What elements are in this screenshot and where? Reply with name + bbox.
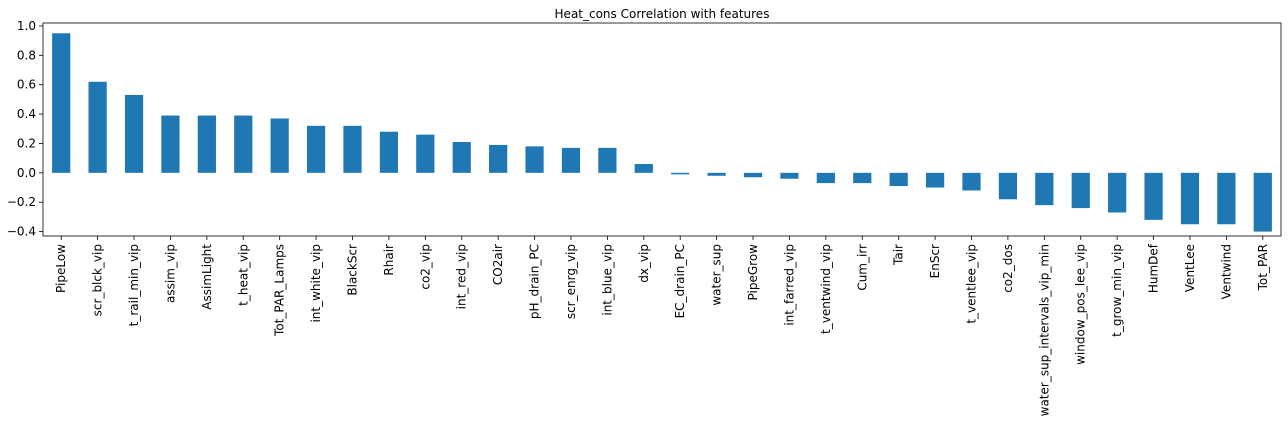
x-tick-label: assim_vip — [163, 244, 177, 303]
bar-PipeGrow — [743, 172, 763, 178]
x-tick-label: Tot_PAR_Lamps — [273, 244, 287, 337]
x-tick-label: BlackScr — [346, 244, 360, 296]
bar-Tot_PAR — [1253, 172, 1272, 232]
y-tick-label: −0.4 — [7, 225, 36, 239]
bar-EC_drain_PC — [671, 172, 690, 175]
bar-Tair — [889, 172, 908, 187]
x-tick-label: int_red_vip — [455, 244, 469, 309]
bar-VentLee — [1180, 172, 1200, 225]
bar-CO2air — [489, 144, 508, 173]
bar-BlackScr — [343, 125, 362, 173]
x-tick-label: Rhair — [382, 244, 396, 276]
bar-scr_enrg_vip — [561, 147, 581, 173]
x-tick-label: HumDef — [1147, 243, 1161, 293]
bars-group — [52, 33, 1272, 232]
x-tick-label: Tot_PAR — [1256, 244, 1270, 291]
x-tick-label: PipeGrow — [746, 244, 760, 301]
x-tick-label: t_ventwind_vip — [819, 244, 833, 334]
x-tick-label: VentLee — [1183, 244, 1197, 292]
bar-HumDef — [1144, 172, 1163, 220]
x-tick-label: t_ventlee_vip — [965, 244, 979, 324]
x-tick-label: t_grow_min_vip — [1110, 244, 1124, 337]
x-tick-label: CO2air — [491, 244, 505, 285]
y-tick-label: 0.2 — [17, 136, 36, 150]
y-tick-label: −0.2 — [7, 195, 36, 209]
bar-PipeLow — [52, 33, 71, 173]
bar-EnScr — [925, 172, 945, 188]
bar-t_ventlee_vip — [962, 172, 981, 191]
x-tick-label: AssimLight — [200, 244, 214, 310]
y-tick-label: 0.8 — [17, 48, 36, 62]
bar-t_heat_vip — [234, 115, 253, 173]
bar-int_farred_vip — [780, 172, 799, 179]
bar-co2_dos — [998, 172, 1018, 200]
bar-Cum_irr — [853, 172, 872, 184]
bar-t_ventwind_vip — [816, 172, 835, 184]
x-tick-label: int_white_vip — [309, 244, 323, 323]
x-tick-label: co2_dos — [1001, 244, 1015, 293]
y-tick-label: 0.6 — [17, 78, 36, 92]
bar-water_sup_intervals_vip_min — [1035, 172, 1054, 206]
bar-window_pos_lee_vip — [1071, 172, 1090, 209]
x-tick-label: scr_blck_vip — [91, 244, 105, 316]
bar-pH_drain_PC — [525, 146, 544, 173]
bar-assim_vip — [161, 115, 180, 173]
x-tick-label: int_farred_vip — [782, 244, 796, 326]
y-tick-label: 1.0 — [17, 19, 36, 33]
bar-co2_vip — [416, 134, 435, 173]
plot-frame — [42, 22, 1282, 237]
x-tick-label: t_rail_min_vip — [127, 244, 141, 326]
x-tick-label: water_sup — [710, 244, 724, 306]
x-axis: PipeLow scr_blck_vip t_rail_min_vip assim_v… — [54, 236, 1270, 416]
y-tick-label: 0.0 — [17, 166, 36, 180]
bar-AssimLight — [197, 115, 216, 173]
bar-int_blue_vip — [598, 147, 617, 173]
x-tick-label: window_pos_lee_vip — [1074, 244, 1088, 365]
bar-int_white_vip — [306, 125, 326, 173]
bar-int_red_vip — [452, 141, 471, 173]
x-tick-label: co2_vip — [418, 244, 432, 290]
y-axis: 1.0 0.8 0.6 0.4 0.2 0.0 −0.2 −0.4 — [7, 19, 43, 239]
bar-Rhair — [379, 131, 399, 173]
x-tick-label: scr_enrg_vip — [564, 244, 578, 319]
chart-title: Heat_cons Correlation with features — [555, 7, 770, 21]
bar-dx_vip — [634, 164, 653, 173]
bar-Tot_PAR_Lamps — [270, 118, 289, 173]
bar-Ventwind — [1217, 172, 1236, 225]
bar-scr_blck_vip — [88, 81, 107, 173]
x-tick-label: EC_drain_PC — [673, 244, 687, 318]
x-tick-label: pH_drain_PC — [528, 244, 542, 319]
y-tick-label: 0.4 — [17, 107, 36, 121]
x-tick-label: Tair — [892, 244, 906, 266]
x-tick-label: EnScr — [928, 244, 942, 278]
bar-t_grow_min_vip — [1108, 172, 1127, 213]
x-tick-label: water_sup_intervals_vip_min — [1037, 244, 1051, 416]
x-tick-label: Ventwind — [1219, 244, 1233, 299]
x-tick-label: PipeLow — [54, 244, 68, 293]
x-tick-label: dx_vip — [637, 244, 651, 283]
x-tick-label: int_blue_vip — [600, 244, 614, 316]
bar-water_sup — [707, 172, 726, 176]
bar-t_rail_min_vip — [124, 94, 144, 173]
x-tick-label: t_heat_vip — [236, 244, 250, 306]
x-tick-label: Cum_irr — [855, 244, 869, 291]
